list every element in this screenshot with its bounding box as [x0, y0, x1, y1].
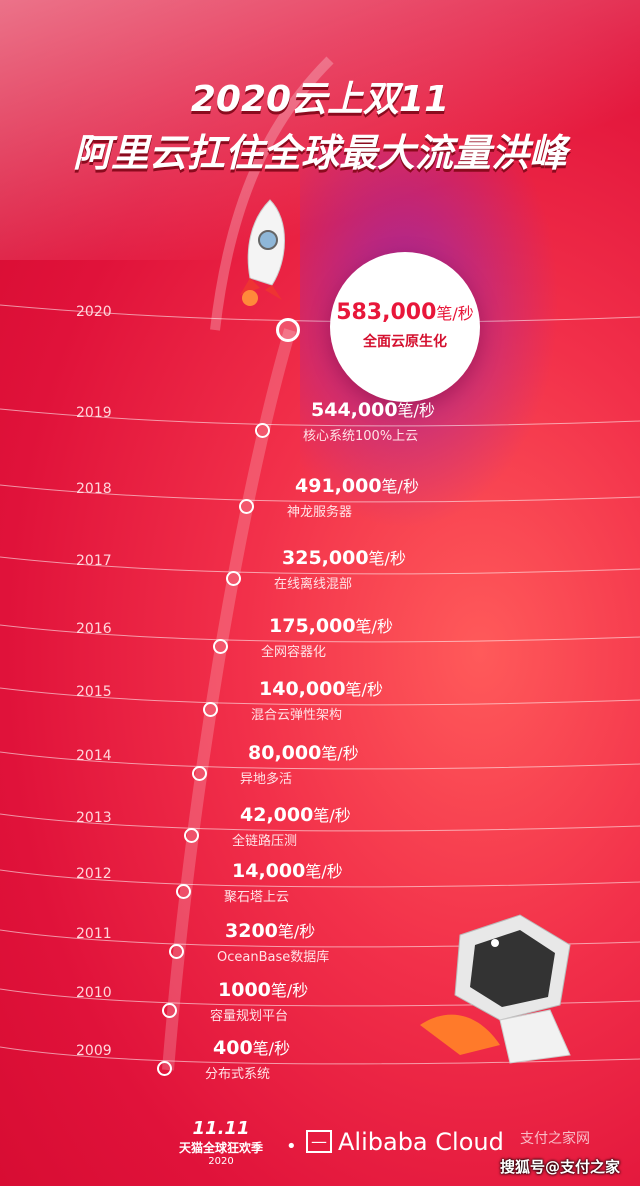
tmall-1111-logo: 11.11 天猫全球狂欢季 2020	[176, 1118, 266, 1167]
milestone-desc: 全链路压测	[232, 834, 298, 849]
highlight-number: 583,000	[336, 300, 437, 325]
year-label: 2015	[76, 684, 112, 700]
rocket-icon	[240, 199, 285, 306]
milestone-desc: 分布式系统	[205, 1067, 271, 1082]
milestone-desc: 神龙服务器	[287, 505, 353, 520]
watermark-wechat: 支付之家网	[520, 1131, 590, 1147]
throughput-unit: 笔/秒	[277, 922, 316, 941]
throughput-number: 140,000	[259, 678, 346, 700]
throughput-number: 544,000	[311, 399, 398, 421]
timeline-arc-2016	[0, 624, 640, 643]
throughput-value: 80,000笔/秒	[248, 740, 359, 764]
timeline-arc-2020	[0, 304, 640, 323]
throughput-number: 14,000	[232, 860, 306, 882]
alibaba-cloud-mark: —	[306, 1130, 332, 1153]
highlight-value: 583,000笔/秒	[330, 300, 480, 325]
watermark-sohu: 搜狐号@支付之家	[500, 1158, 621, 1176]
timeline-arc-2015	[0, 687, 640, 706]
alibaba-cloud-logo: — Alibaba Cloud	[306, 1128, 504, 1156]
highlight-unit: 笔/秒	[436, 304, 474, 323]
year-label: 2012	[76, 866, 112, 882]
milestone-desc: 异地多活	[240, 772, 293, 787]
year-label: 2018	[76, 481, 112, 497]
title-line2: 阿里云扛住全球最大流量洪峰	[72, 131, 567, 175]
alibaba-cloud-text: Alibaba Cloud	[338, 1128, 504, 1156]
milestone-desc: 混合云弹性架构	[251, 708, 343, 723]
robot-mascot-icon	[420, 914, 571, 1064]
milestone-desc: 全网容器化	[261, 645, 327, 660]
year-label: 2013	[76, 810, 112, 826]
throughput-number: 1000	[218, 979, 271, 1001]
milestone-desc: 核心系统100%上云	[303, 429, 419, 444]
timeline-arc-2014	[0, 751, 640, 770]
throughput-unit: 笔/秒	[270, 981, 309, 1000]
year-label: 2016	[76, 621, 112, 637]
throughput-value: 491,000笔/秒	[295, 473, 419, 497]
year-label: 2009	[76, 1043, 112, 1059]
year-label: 2017	[76, 553, 112, 569]
throughput-number: 175,000	[269, 615, 356, 637]
throughput-value: 544,000笔/秒	[311, 397, 435, 421]
tmall-logo-text: 天猫全球狂欢季	[178, 1141, 263, 1155]
throughput-value: 400笔/秒	[213, 1035, 290, 1059]
year-label: 2014	[76, 748, 112, 764]
throughput-number: 325,000	[282, 547, 369, 569]
throughput-unit: 笔/秒	[381, 477, 419, 496]
timeline-arc-2017	[0, 556, 640, 575]
throughput-unit: 笔/秒	[355, 617, 393, 636]
throughput-value: 42,000笔/秒	[240, 802, 351, 826]
timeline-dot	[184, 828, 199, 843]
timeline-dot	[157, 1061, 172, 1076]
timeline-dot	[203, 702, 218, 717]
timeline-dot	[192, 766, 207, 781]
throughput-unit: 笔/秒	[305, 862, 343, 881]
throughput-value: 3200笔/秒	[225, 918, 315, 942]
milestone-desc: 容量规划平台	[210, 1009, 289, 1024]
timeline-arc-2012	[0, 869, 640, 888]
throughput-unit: 笔/秒	[313, 806, 351, 825]
throughput-value: 175,000笔/秒	[269, 613, 393, 637]
timeline-arc-2013	[0, 813, 640, 832]
throughput-value: 1000笔/秒	[218, 977, 308, 1001]
rocket-trail	[210, 56, 334, 331]
timeline-arc-2018	[0, 484, 640, 503]
timeline-dot	[176, 884, 191, 899]
throughput-unit: 笔/秒	[252, 1039, 291, 1058]
timeline-dot	[162, 1003, 177, 1018]
year-label-2020: 2020	[76, 304, 112, 320]
timeline-dot	[169, 944, 184, 959]
throughput-unit: 笔/秒	[345, 680, 383, 699]
milestone-desc: 在线离线混部	[274, 577, 353, 592]
highlight-desc: 全面云原生化	[363, 334, 447, 350]
timeline-dot	[226, 571, 241, 586]
logo-separator: •	[286, 1136, 297, 1157]
throughput-value: 14,000笔/秒	[232, 858, 343, 882]
timeline-dot-2020	[276, 318, 300, 342]
year-label: 2019	[76, 405, 112, 421]
year-label: 2011	[76, 926, 112, 942]
throughput-unit: 笔/秒	[397, 401, 435, 420]
throughput-number: 80,000	[248, 742, 322, 764]
milestone-desc: 聚石塔上云	[224, 890, 290, 905]
throughput-value: 140,000笔/秒	[259, 676, 383, 700]
throughput-number: 491,000	[295, 475, 382, 497]
throughput-number: 400	[213, 1037, 253, 1059]
throughput-value: 325,000笔/秒	[282, 545, 406, 569]
timeline-dot	[213, 639, 228, 654]
timeline-dot	[239, 499, 254, 514]
tmall-logo-mark: 11.11	[192, 1118, 250, 1139]
tmall-logo-year: 2020	[208, 1156, 234, 1167]
throughput-unit: 笔/秒	[321, 744, 359, 763]
milestone-desc: OceanBase数据库	[217, 950, 330, 965]
highlight-bubble: 583,000笔/秒 全面云原生化	[330, 252, 480, 402]
throughput-unit: 笔/秒	[368, 549, 406, 568]
title-line1: 2020云上双11	[190, 79, 450, 120]
timeline-dot	[255, 423, 270, 438]
throughput-number: 3200	[225, 920, 278, 942]
timeline-arc-2019	[0, 408, 640, 427]
throughput-number: 42,000	[240, 804, 314, 826]
year-label: 2010	[76, 985, 112, 1001]
